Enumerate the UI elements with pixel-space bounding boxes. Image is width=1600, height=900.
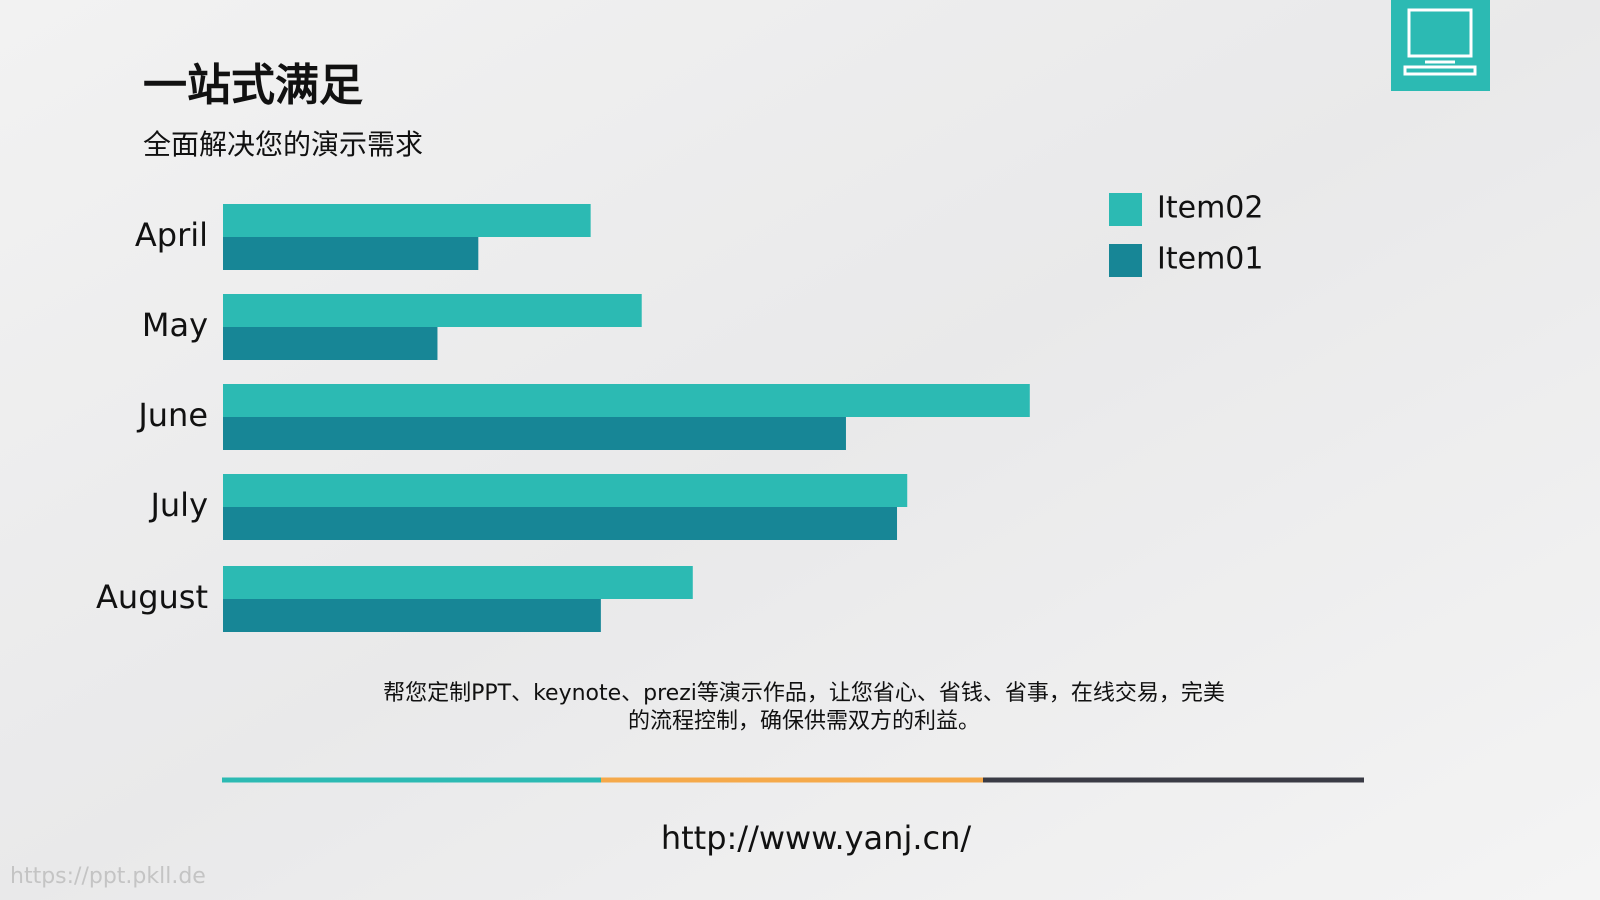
legend-label: Item02	[1157, 191, 1263, 226]
bar	[223, 237, 479, 270]
bar	[223, 417, 846, 450]
y-tick-label: May	[142, 306, 208, 344]
bar	[223, 507, 898, 540]
url: http://www.yanj.cn/	[661, 819, 972, 857]
bar	[223, 599, 601, 632]
legend-swatch	[1109, 244, 1142, 277]
bar	[223, 204, 591, 237]
bar	[223, 294, 642, 327]
bar	[223, 384, 1030, 417]
description-line: 的流程控制，确保供需双方的利益。	[628, 709, 980, 734]
bar	[223, 474, 908, 507]
legend-swatch	[1109, 193, 1142, 226]
subtitle: 全面解决您的演示需求	[143, 128, 423, 161]
legend-label: Item01	[1157, 242, 1263, 277]
y-tick-label: June	[136, 396, 208, 434]
watermark: https://ppt.pkll.de	[10, 864, 206, 889]
y-tick-label: April	[135, 216, 208, 254]
bar	[223, 566, 693, 599]
monitor-icon	[1391, 0, 1490, 91]
title: 一站式满足	[143, 60, 363, 111]
y-tick-label: August	[96, 578, 208, 616]
bar	[223, 327, 438, 360]
description-line: 帮您定制PPT、keynote、prezi等演示作品，让您省心、省钱、省事，在线…	[383, 681, 1225, 706]
y-tick-label: July	[148, 486, 208, 524]
